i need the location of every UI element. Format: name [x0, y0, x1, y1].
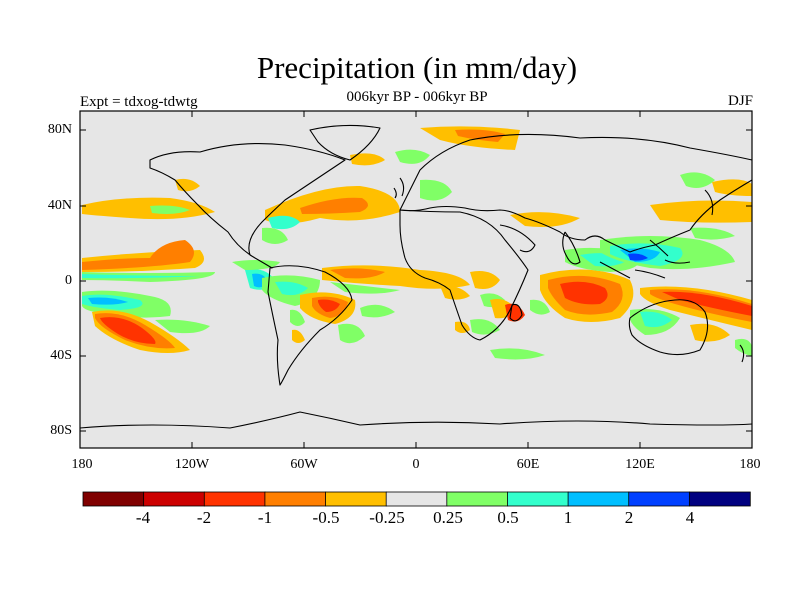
colorbar-swatch [507, 491, 569, 507]
map-subtitle: 006kyr BP - 006kyr BP [346, 89, 488, 105]
patch-s-io-green [490, 348, 545, 360]
colorbar-label: -1 [257, 508, 273, 527]
patch-pacific-itcz-cyan [82, 274, 200, 279]
lat-tick-80s: 80S [50, 423, 72, 438]
patch-s-pac-green-e [735, 338, 752, 356]
colorbar-swatch [628, 491, 691, 507]
colorbar-swatch [82, 491, 145, 507]
patch-n-atlantic-green [395, 149, 430, 164]
lon-tick-60e: 60E [516, 457, 540, 472]
patch-sa-green2 [338, 323, 365, 344]
colorbar-label: 0.25 [433, 508, 463, 527]
patch-aus-cyan [640, 311, 672, 328]
precipitation-patches [82, 126, 752, 360]
lat-tick-40s: 40S [50, 348, 72, 363]
patch-atl-itcz-green [330, 282, 400, 294]
patch-amazon-cyan [275, 281, 308, 296]
patch-sa-orange [292, 329, 305, 343]
coastlines [79, 124, 753, 429]
colorbar-swatch [446, 491, 509, 507]
patch-africa-orange [470, 271, 500, 289]
lon-tick-60w: 60W [290, 457, 318, 472]
patch-s-pacific-blue [88, 297, 128, 305]
colorbar-label: 2 [624, 508, 634, 527]
axis-ticks [80, 111, 752, 448]
patch-ne-pacific-orange2 [175, 178, 200, 192]
lon-tick-120e: 120E [625, 457, 655, 472]
patch-spcz-red [100, 317, 156, 344]
patch-pacific-itcz-darkorange [82, 240, 194, 270]
colorbar-label: -4 [135, 508, 151, 527]
patch-ne-pacific-green [150, 205, 190, 214]
colorbar-label: -0.25 [369, 508, 405, 527]
lat-tick-40n: 40N [47, 198, 72, 213]
page-title: Precipitation (in mm/day) [256, 50, 578, 85]
lon-tick-180e: 180 [739, 457, 761, 472]
patch-e-pacific-green [232, 260, 280, 270]
colorbar-label: 0.5 [497, 508, 519, 527]
colorbar-swatch [688, 491, 751, 507]
colorbar-label: 1 [563, 508, 573, 527]
patch-japan-green [680, 172, 715, 188]
lat-tick-80n: 80N [47, 122, 72, 137]
patch-wp-red [662, 291, 752, 316]
patch-io-green2 [530, 299, 550, 315]
season-label: DJF [727, 93, 753, 109]
colorbar-label: 4 [685, 508, 695, 527]
experiment-label: Expt = tdxog-tdwtg [80, 94, 198, 110]
colorbar-swatch [203, 491, 266, 507]
patch-nw-pacific-green [690, 227, 735, 240]
lat-tick-0: 0 [65, 273, 72, 288]
patch-s-pacific-green2 [155, 319, 210, 334]
colorbar [82, 491, 751, 507]
lon-tick-0: 0 [412, 457, 420, 472]
colorbar-swatch [143, 491, 205, 507]
patch-s-atl-green [360, 304, 395, 318]
colorbar-swatch [567, 491, 630, 507]
patch-atl-itcz-orange2 [440, 285, 470, 300]
patch-io-orange-n [510, 212, 580, 227]
colorbar-swatch [264, 491, 327, 507]
patch-gulf-green [262, 227, 288, 244]
patch-ne-pacific-orange [82, 197, 215, 220]
colorbar-label: -0.5 [312, 508, 340, 527]
patch-sa-green [290, 309, 305, 326]
patch-brazil-red [318, 299, 340, 312]
patch-nw-pacific-orange [650, 200, 752, 223]
lon-tick-180w: 180 [71, 457, 93, 472]
patch-io-red [560, 281, 608, 305]
patch-e-asia-orange [712, 179, 752, 196]
patch-atl-itcz-darkorange [330, 268, 385, 279]
patch-n-atlantic-orange2 [350, 153, 385, 166]
patch-s-africa-green [470, 319, 500, 335]
colorbar-label: -2 [196, 508, 212, 527]
patch-n-atlantic-darkorange [300, 197, 369, 214]
lon-tick-120w: 120W [174, 457, 210, 472]
colorbar-swatch [325, 491, 387, 507]
patch-mc-darkblue [628, 253, 648, 261]
patch-n-atlantic-green2 [420, 179, 452, 201]
patch-gulf-cyan [268, 215, 300, 230]
patch-arctic-red [455, 129, 505, 142]
patch-aus-orange [690, 323, 730, 342]
colorbar-swatch [385, 491, 448, 507]
